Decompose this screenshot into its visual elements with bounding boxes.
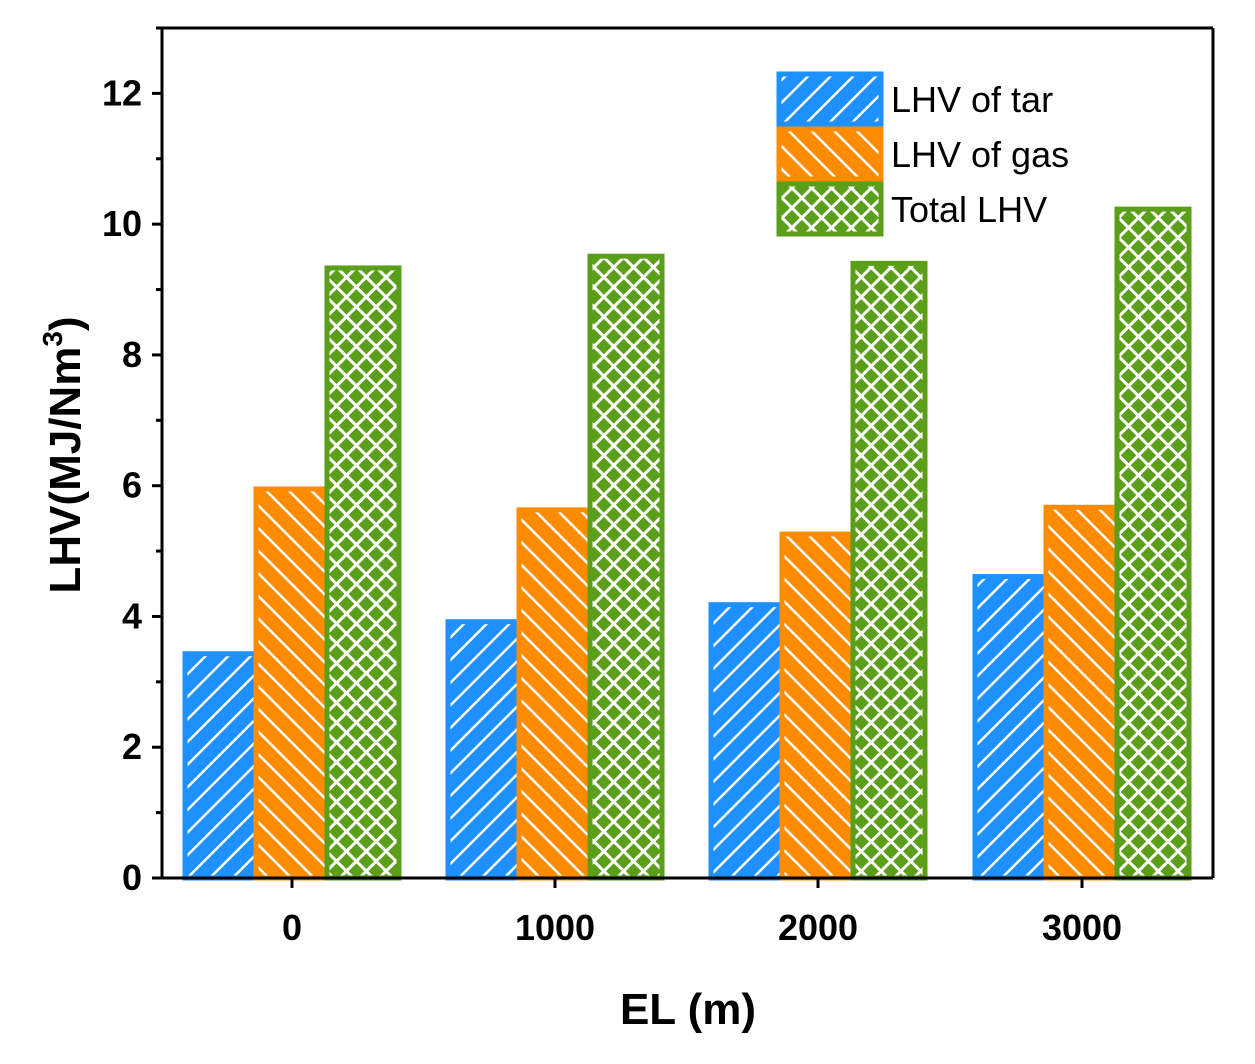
legend-swatch-lhv-of-gas — [776, 126, 884, 182]
y-tick-label: 8 — [122, 334, 142, 375]
bar-lhv-of-gas-0 — [253, 486, 331, 881]
y-tick-label: 6 — [122, 465, 142, 506]
bar-lhv-of-gas-1000 — [516, 507, 594, 881]
x-tick-label: 1000 — [515, 907, 595, 948]
legend-label-lhv-of-gas: LHV of gas — [891, 134, 1069, 175]
bars — [182, 206, 1192, 881]
legend-label-total-lhv: Total LHV — [891, 189, 1047, 230]
bar-total-lhv-2000 — [850, 260, 928, 881]
y-tick-label: 10 — [102, 203, 142, 244]
legend-label-lhv-of-tar: LHV of tar — [891, 79, 1053, 120]
bar-lhv-of-tar-1000 — [445, 619, 523, 881]
y-tick-label: 4 — [122, 595, 142, 636]
axes: 0 2 4 6 8 10 12 0 1000 2000 3000 — [102, 26, 1215, 948]
bar-lhv-of-tar-3000 — [972, 574, 1050, 881]
y-tick-label: 2 — [122, 726, 142, 767]
x-tick-label: 0 — [282, 907, 302, 948]
y-axis-title-superscript: 3 — [37, 331, 68, 347]
bar-total-lhv-0 — [324, 265, 402, 881]
y-axis-title-suffix: ) — [41, 316, 90, 331]
bar-lhv-of-gas-2000 — [779, 531, 857, 881]
legend-swatch-lhv-of-tar — [776, 71, 884, 127]
x-axis-title: EL (m) — [620, 985, 756, 1034]
y-axis-title: LHV(MJ/Nm3) — [37, 316, 90, 593]
bar-lhv-of-gas-3000 — [1043, 504, 1121, 881]
x-tick-label: 3000 — [1042, 907, 1122, 948]
legend-swatch-total-lhv — [776, 181, 884, 237]
bar-lhv-of-tar-2000 — [708, 602, 786, 881]
x-tick-label: 2000 — [778, 907, 858, 948]
legend: LHV of tar LHV of gas Total LHV — [776, 71, 1069, 237]
y-tick-label: 0 — [122, 857, 142, 898]
bar-total-lhv-1000 — [587, 253, 665, 881]
bar-total-lhv-3000 — [1114, 206, 1192, 881]
bar-lhv-of-tar-0 — [182, 651, 260, 881]
y-tick-label: 12 — [102, 72, 142, 113]
y-axis-title-main: LHV(MJ/Nm — [41, 347, 90, 594]
